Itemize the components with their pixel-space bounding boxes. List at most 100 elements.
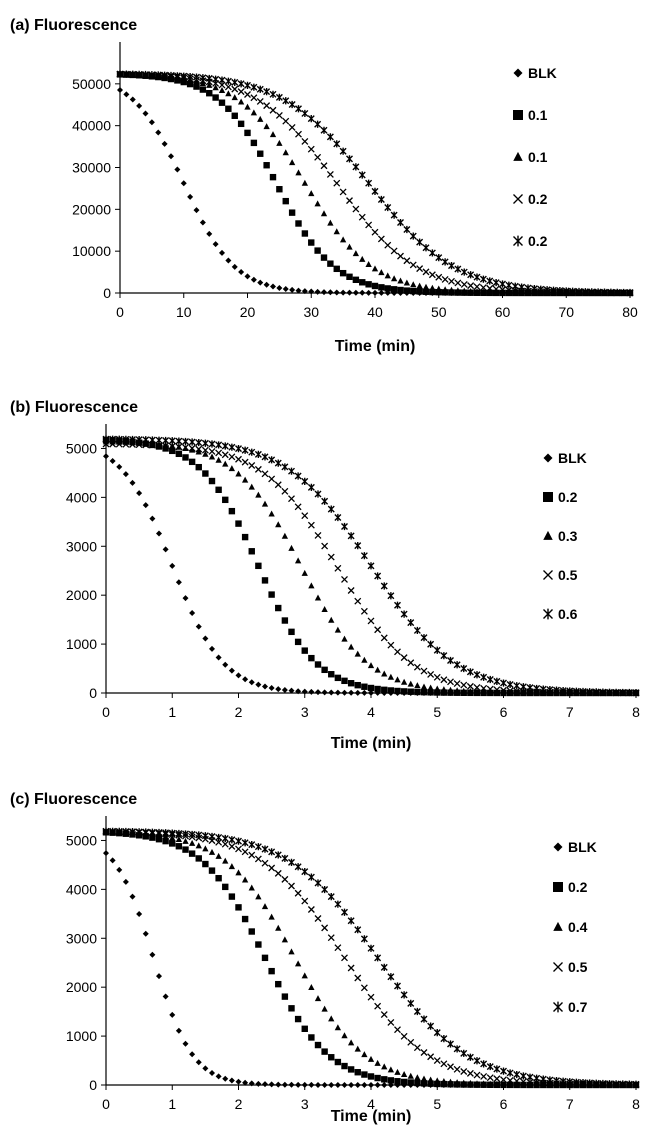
data-point [460,681,468,689]
data-point [109,827,117,835]
data-point [199,74,207,82]
data-point [122,70,130,78]
data-point [182,454,189,461]
data-point [367,562,375,570]
data-point [162,829,170,837]
data-point [354,542,362,550]
data-point [255,1080,262,1087]
data-point [460,1068,468,1075]
data-point [288,209,296,216]
data-point [409,232,417,240]
data-point [358,171,366,179]
data-point [228,443,236,451]
series-3 [102,828,640,1088]
data-point [301,1081,308,1088]
data-point [295,1081,302,1088]
chart-panel: (c) Fluorescence 0 1000 2000 3000 4000 5000 0 1 2… [10,791,640,1125]
data-point [414,688,421,696]
data-point [212,84,219,91]
data-point [493,686,501,694]
data-point [394,982,401,990]
data-point [129,96,136,103]
data-point [281,532,289,539]
data-point [361,1051,368,1058]
data-point [429,288,436,296]
data-point [103,453,109,460]
data-point [169,840,176,847]
x-tick-label: 20 [240,304,256,320]
data-point [365,179,373,187]
data-point [261,500,269,507]
data-point [235,445,242,453]
legend-label: 0.5 [568,959,588,975]
data-point [447,1063,454,1071]
data-point [387,687,395,694]
data-point [367,617,375,625]
data-point [500,1080,507,1087]
data-point [413,1044,421,1052]
data-point [416,265,424,273]
data-point [427,640,435,648]
data-point [254,843,262,851]
data-point [228,667,235,674]
data-point [142,436,150,444]
data-point [358,213,366,221]
legend-label: 0.2 [528,233,548,249]
data-point [422,268,430,276]
data-point [182,837,189,844]
data-point [314,995,322,1002]
data-point [505,289,513,296]
data-point [347,587,355,594]
data-point [222,883,229,891]
data-point [148,119,155,126]
data-point [453,687,461,694]
data-point [235,837,242,845]
data-point [460,280,468,288]
panel-label: (b) [10,399,35,416]
data-point [254,855,262,863]
data-point [387,973,395,981]
data-point [387,673,395,680]
data-point [193,78,200,85]
data-point [339,188,347,196]
data-point [453,680,461,688]
data-point [116,70,124,78]
data-point [413,626,421,635]
data-point [409,261,417,269]
data-point [354,681,361,689]
data-point [261,845,269,853]
data-point [384,241,392,249]
data-point [231,85,239,93]
data-point [195,448,202,455]
data-point [149,834,156,841]
data-point [500,686,507,694]
data-point [381,1081,388,1088]
data-point [162,445,169,452]
panel-label: (a) [10,17,34,34]
chart-panel: (b) Fluorescence 0 1000 2000 3000 4000 5000 0 1 2… [10,399,640,752]
data-point [354,974,362,982]
data-point [453,1065,461,1073]
x-tick-label: 80 [622,304,638,320]
data-point [566,1078,574,1086]
data-point [282,97,290,105]
data-point [294,503,302,511]
data-point [225,257,232,264]
data-point [410,287,417,295]
data-point [328,671,335,678]
data-point [486,1074,494,1082]
data-point [269,173,277,181]
data-point [188,850,196,857]
data-point [269,106,277,114]
data-point [435,285,442,292]
data-point [427,689,434,696]
y-tick-label: 4000 [66,489,97,505]
data-point [480,1080,487,1087]
data-point [235,455,242,463]
legend-triangle-icon [513,151,523,161]
x-tick-label: 3 [301,704,309,720]
y-tick-label: 4000 [66,881,97,897]
data-point [225,105,232,112]
data-point [327,289,334,296]
data-point [526,684,534,692]
